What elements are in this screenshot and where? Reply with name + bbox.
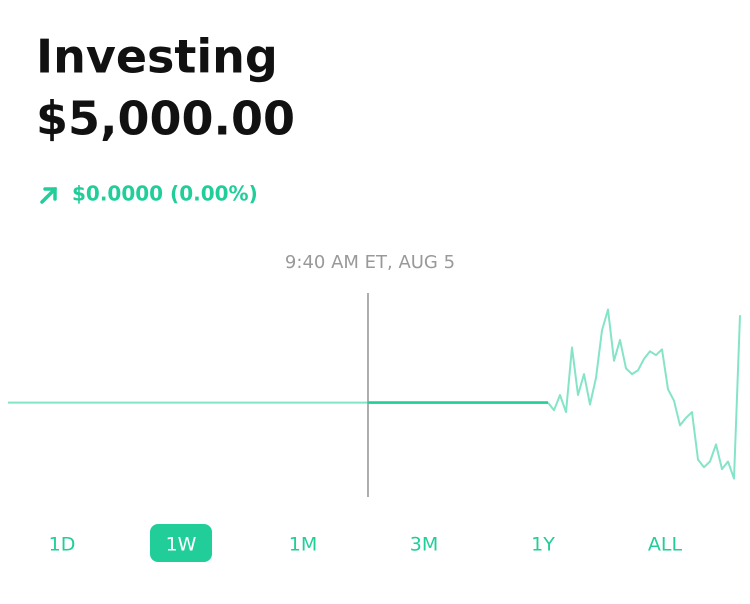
tab[interactable]: 1D — [49, 534, 76, 556]
tab-selected-bg — [150, 524, 212, 562]
price-line — [547, 308, 741, 480]
tab[interactable]: 3M — [410, 534, 438, 556]
page-title: Investing — [36, 30, 278, 84]
cursor-label: 9:40 AM ET, AUG 5 — [285, 252, 455, 273]
balance: $5,000.00 — [36, 92, 295, 146]
change: $0.0000 (0.00%) — [72, 182, 258, 206]
tab[interactable]: 1W — [166, 534, 197, 556]
up-arrow-icon — [40, 187, 57, 204]
tab[interactable]: ALL — [648, 534, 683, 556]
tab[interactable]: 1Y — [531, 534, 555, 556]
tab[interactable]: 1M — [289, 534, 317, 556]
